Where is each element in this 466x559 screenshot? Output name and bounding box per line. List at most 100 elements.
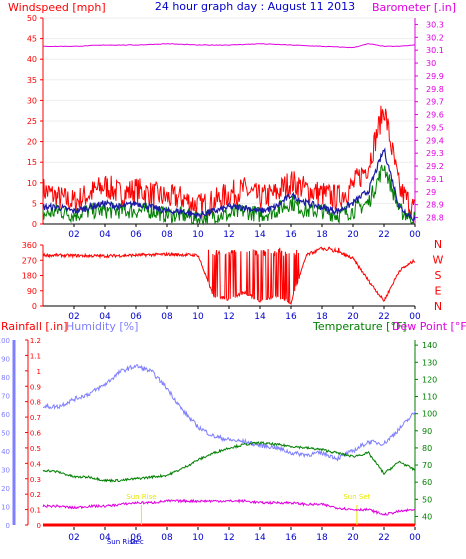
y-tick-label: 20 — [27, 138, 37, 147]
wind-series-line — [42, 147, 416, 222]
x-tick-label: 02 — [68, 533, 79, 543]
rain-tick-label: 0 — [37, 522, 41, 530]
temp-tick-label: 140 — [422, 341, 437, 350]
y-tick-label: 270 — [22, 256, 37, 265]
y2-tick-label: 28.8 — [426, 214, 444, 223]
humidity-tick-label: 100 — [0, 337, 10, 345]
y-tick-label: 10 — [27, 179, 37, 188]
humidity-tick-label: 0 — [6, 522, 10, 530]
y2-tick-label: 29.2 — [426, 162, 444, 171]
x-tick-label: 06 — [130, 312, 142, 322]
humidity-tick-label: 60 — [1, 411, 10, 419]
humidity-tick-label: 80 — [1, 374, 10, 382]
x-tick-label: 14 — [254, 230, 266, 240]
rain-tick-label: 1.1 — [30, 352, 41, 360]
compass-label: E — [435, 285, 442, 298]
wind-direction-line — [42, 246, 416, 306]
x-tick-label: 12 — [223, 230, 234, 240]
x-tick-label: 18 — [316, 230, 328, 240]
rain-tick-label: 0.8 — [30, 399, 41, 407]
y-tick-label: 50 — [27, 14, 37, 23]
x-tick-label: 08 — [161, 533, 173, 543]
x-tick-label: 00 — [409, 312, 421, 322]
x-tick-label: 04 — [99, 312, 111, 322]
x-tick-label: 02 — [68, 230, 79, 240]
x-tick-label: 20 — [347, 312, 359, 322]
x-tick-label: 08 — [161, 312, 173, 322]
y2-tick-label: 29.4 — [426, 136, 444, 145]
rain-tick-label: 1.2 — [30, 337, 41, 345]
y-tick-label: 45 — [27, 35, 37, 44]
rain-tick-label: 0.2 — [30, 491, 41, 499]
temp-tick-label: 130 — [422, 358, 437, 367]
temp-humidity-panel: 10090807060504030201001.21.110.90.80.70.… — [0, 337, 437, 546]
wind-series-line — [42, 105, 416, 218]
compass-label: N — [434, 238, 442, 251]
wind-barometer-panel: 5045403530252015105030.330.230.13029.929… — [27, 14, 444, 240]
y2-tick-label: 29.9 — [426, 72, 444, 81]
x-tick-label: 18 — [316, 533, 328, 543]
graph-title: 24 hour graph day : August 11 2013 — [155, 0, 355, 13]
x-tick-label: 20 — [347, 230, 359, 240]
x-tick-label: 22 — [378, 312, 389, 322]
x-tick-label: 06 — [130, 230, 142, 240]
x-tick-label: 00 — [409, 230, 421, 240]
weather-series-line — [42, 498, 416, 516]
temp-tick-label: 100 — [422, 410, 437, 419]
rain-tick-label: 0.7 — [30, 414, 41, 422]
y2-tick-label: 29.5 — [426, 123, 444, 132]
y-tick-label: 15 — [27, 158, 37, 167]
rain-tick-label: 0.5 — [30, 445, 41, 453]
rain-tick-label: 0.6 — [30, 430, 42, 438]
y2-tick-label: 29.1 — [426, 175, 444, 184]
x-tick-label: 00 — [409, 533, 421, 543]
temp-tick-label: 70 — [422, 461, 432, 470]
temperature-label: Temperature [°F] — [312, 320, 407, 333]
y2-tick-label: 30 — [426, 59, 436, 68]
rain-tick-label: 0.3 — [30, 476, 41, 484]
dewpoint-label: Dew Point [°F] — [392, 320, 466, 333]
y2-tick-label: 28.9 — [426, 201, 444, 210]
humidity-tick-label: 70 — [1, 393, 10, 401]
y-tick-label: 360 — [22, 241, 37, 250]
humidity-tick-label: 40 — [1, 448, 10, 456]
x-tick-label: 22 — [378, 230, 389, 240]
y2-tick-label: 29 — [426, 188, 436, 197]
y2-tick-label: 30.1 — [426, 46, 444, 55]
y2-tick-label: 29.7 — [426, 98, 444, 107]
x-tick-label: 16 — [285, 533, 297, 543]
x-tick-label: 04 — [99, 230, 111, 240]
y-tick-label: 0 — [32, 302, 37, 311]
weather-series-line — [42, 364, 416, 462]
sunset-label: Sun Set — [343, 493, 370, 501]
x-tick-label: 10 — [192, 230, 204, 240]
x-tick-label: 12 — [223, 533, 234, 543]
compass-label: W — [433, 254, 444, 267]
rain-tick-label: 0.9 — [30, 383, 41, 391]
compass-label: N — [434, 300, 442, 313]
temp-tick-label: 110 — [422, 393, 437, 402]
y-tick-label: 35 — [27, 76, 37, 85]
windspeed-label: Windspeed [mph] — [8, 1, 106, 14]
x-tick-label: 16 — [285, 312, 297, 322]
x-tick-label: 02 — [68, 312, 79, 322]
temp-tick-label: 60 — [422, 478, 432, 487]
humidity-tick-label: 90 — [1, 356, 10, 364]
x-tick-label: 16 — [285, 230, 297, 240]
temp-tick-label: 90 — [422, 427, 432, 436]
y2-tick-label: 29.3 — [426, 149, 444, 158]
x-tick-label: 06 — [130, 533, 142, 543]
x-tick-label: 10 — [192, 312, 204, 322]
x-tick-label: 04 — [99, 533, 111, 543]
y2-tick-label: 30.2 — [426, 33, 444, 42]
humidity-tick-label: 10 — [1, 504, 10, 512]
x-tick-label: 14 — [254, 533, 266, 543]
y-tick-label: 180 — [22, 272, 37, 281]
weather-series-line — [42, 441, 416, 483]
x-tick-label: 12 — [223, 312, 234, 322]
y-tick-label: 5 — [32, 199, 37, 208]
x-tick-label: 14 — [254, 312, 266, 322]
y-tick-label: 40 — [27, 55, 37, 64]
rain-tick-label: 1 — [37, 368, 41, 376]
rain-tick-label: 0.4 — [30, 460, 42, 468]
